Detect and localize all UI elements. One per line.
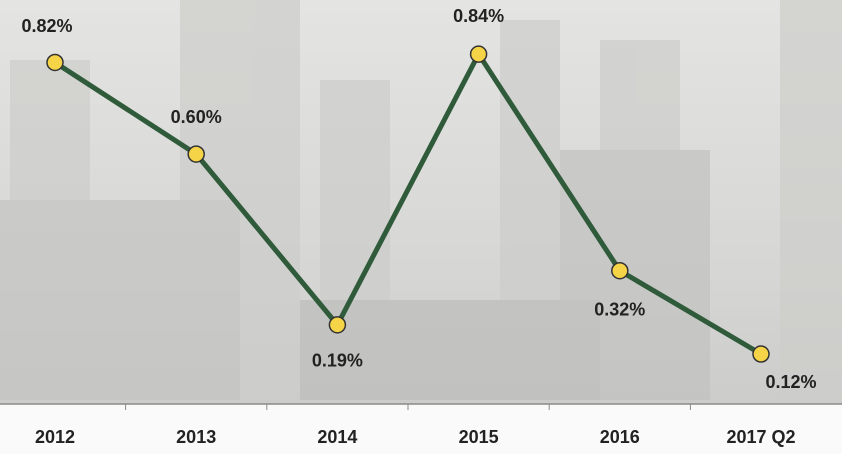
data-point [47,54,63,70]
data-point [753,346,769,362]
data-label: 0.19% [312,351,363,371]
data-point [612,263,628,279]
data-point [471,46,487,62]
data-label: 0.60% [171,107,222,127]
data-label: 0.84% [453,6,504,26]
data-label: 0.32% [594,299,645,319]
data-label: 0.12% [765,372,816,392]
x-tick-label: 2017 Q2 [726,427,795,447]
x-tick-label: 2016 [600,427,640,447]
axis-band [0,404,842,454]
x-tick-label: 2013 [176,427,216,447]
chart: 2012 2013 2014 2015 2016 2017 Q2 0.82% 0.60% 0.1… [0,0,842,454]
x-tick-label: 2012 [35,427,75,447]
data-point [329,317,345,333]
data-label: 0.82% [21,16,72,36]
data-point [188,146,204,162]
page: 2012 2013 2014 2015 2016 2017 Q2 0.82% 0.60% 0.1… [0,0,842,454]
x-tick-label: 2014 [317,427,357,447]
x-tick-label: 2015 [459,427,499,447]
